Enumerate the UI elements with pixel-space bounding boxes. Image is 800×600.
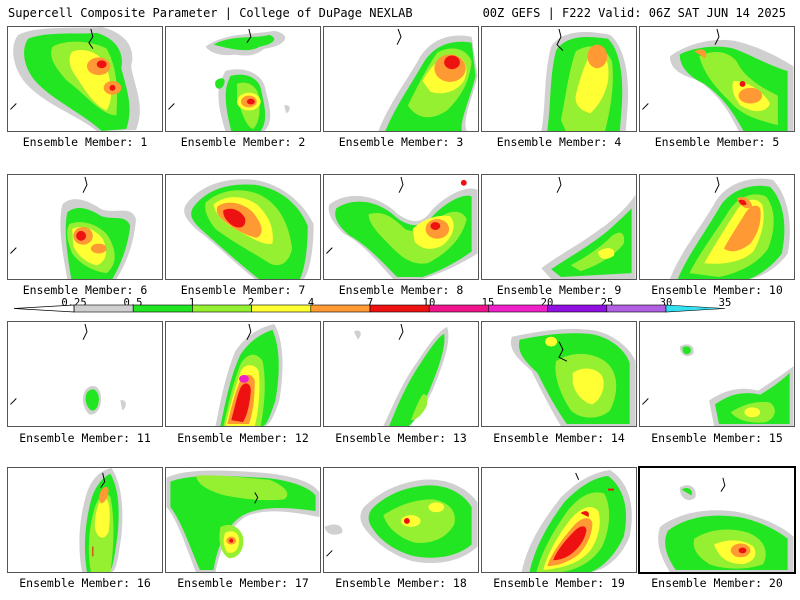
colorbar-tick: 7 [366, 297, 374, 309]
member-map-7 [165, 174, 321, 280]
colorbar-swatch [251, 304, 312, 313]
member-map-2 [165, 26, 321, 132]
colorbar-swatch [132, 304, 193, 313]
member-map-6 [7, 174, 163, 280]
member-label-6: Ensemble Member: 6 [22, 283, 148, 297]
colorbar-swatch [310, 304, 371, 313]
map-field [541, 176, 636, 279]
colorbar-swatch [369, 304, 430, 313]
title-right: 00Z GEFS | F222 Valid: 06Z SAT JUN 14 20… [482, 6, 786, 20]
map-field [79, 468, 123, 572]
member-map-10 [639, 174, 795, 280]
map-field [215, 323, 283, 426]
map-field [166, 470, 320, 572]
colorbar-swatch [606, 304, 667, 313]
map-field [378, 28, 478, 131]
member-map-16 [7, 467, 163, 573]
member-map-14 [481, 321, 637, 427]
member-label-18: Ensemble Member: 18 [335, 576, 467, 590]
colorbar-swatch [428, 304, 489, 313]
member-label-9: Ensemble Member: 9 [496, 283, 622, 297]
member-label-8: Ensemble Member: 8 [338, 283, 464, 297]
member-map-18 [323, 467, 479, 573]
colorbar-tick: 1 [188, 297, 196, 309]
member-map-19 [481, 467, 637, 573]
member-map-3 [323, 26, 479, 132]
member-label-10: Ensemble Member: 10 [651, 283, 783, 297]
colorbar-tick: 2 [247, 297, 255, 309]
member-label-14: Ensemble Member: 14 [493, 431, 625, 445]
member-label-16: Ensemble Member: 16 [19, 576, 151, 590]
map-field [669, 176, 790, 279]
member-map-11 [7, 321, 163, 427]
member-label-3: Ensemble Member: 3 [338, 135, 464, 149]
member-label-1: Ensemble Member: 1 [22, 135, 148, 149]
member-label-5: Ensemble Member: 5 [654, 135, 780, 149]
member-label-4: Ensemble Member: 4 [496, 135, 622, 149]
member-map-9 [481, 174, 637, 280]
member-label-17: Ensemble Member: 17 [177, 576, 309, 590]
map-field [324, 479, 478, 564]
member-map-13 [323, 321, 479, 427]
member-label-13: Ensemble Member: 13 [335, 431, 467, 445]
map-field [10, 323, 126, 415]
map-field [521, 469, 632, 572]
member-map-20 [638, 466, 796, 574]
member-map-8 [323, 174, 479, 280]
map-field [168, 28, 290, 131]
member-label-12: Ensemble Member: 12 [177, 431, 309, 445]
member-map-12 [165, 321, 321, 427]
colorbar-swatch [192, 304, 252, 313]
map-field [10, 176, 137, 279]
member-map-17 [165, 467, 321, 573]
map-field [10, 27, 140, 131]
member-label-19: Ensemble Member: 19 [493, 576, 625, 590]
colorbar [14, 304, 726, 313]
map-field [541, 28, 629, 131]
title-left: Supercell Composite Parameter | College … [8, 6, 413, 20]
member-label-2: Ensemble Member: 2 [180, 135, 306, 149]
colorbar-swatch [488, 304, 548, 313]
member-label-15: Ensemble Member: 15 [651, 431, 783, 445]
colorbar-swatch [547, 304, 608, 313]
map-field [353, 323, 449, 426]
map-field [642, 344, 794, 426]
member-map-15 [639, 321, 795, 427]
map-field [184, 179, 314, 279]
map-field [326, 176, 478, 279]
map-field [658, 477, 794, 572]
member-label-20: Ensemble Member: 20 [651, 576, 783, 590]
colorbar-swatch [73, 304, 134, 313]
colorbar-swatch [665, 304, 726, 313]
member-label-11: Ensemble Member: 11 [19, 431, 151, 445]
map-field [510, 328, 636, 426]
member-map-1 [7, 26, 163, 132]
member-map-4 [481, 26, 637, 132]
colorbar-left-arrow [14, 304, 75, 313]
map-field [642, 28, 794, 131]
member-label-7: Ensemble Member: 7 [180, 283, 306, 297]
colorbar-tick: 4 [307, 297, 315, 309]
member-map-5 [639, 26, 795, 132]
colorbar-tick: 35 [718, 297, 732, 309]
